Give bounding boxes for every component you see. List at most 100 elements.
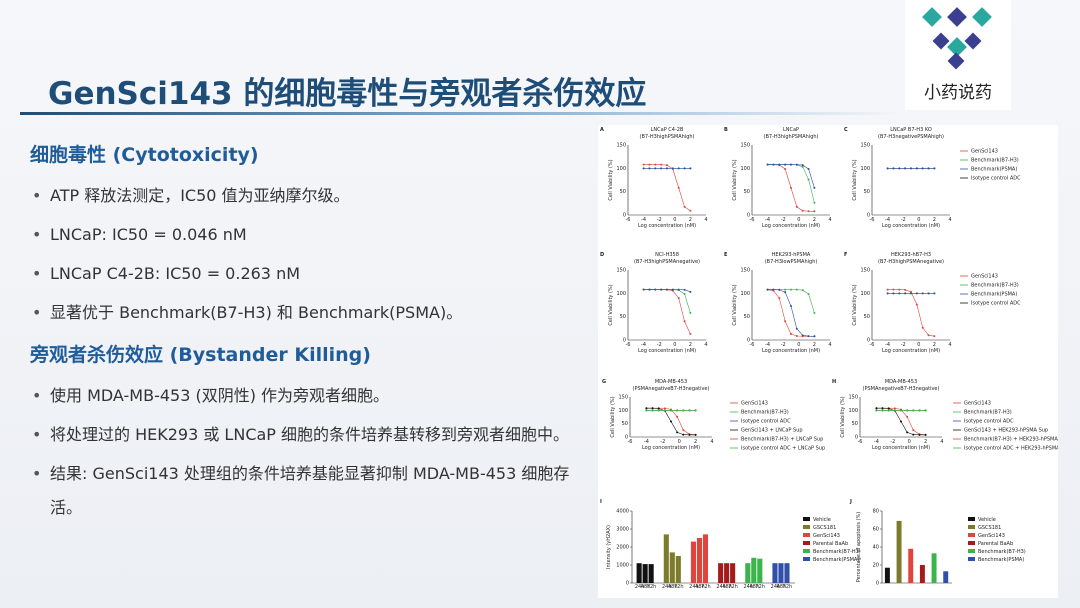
y-tick-label: 50 (744, 189, 750, 195)
x-tick-label: 24h (743, 584, 753, 590)
curve-point (689, 167, 692, 170)
panel-title: NCI-H358 (655, 252, 679, 258)
y-tick-label: 100 (740, 166, 750, 172)
x-tick-label: -6 (858, 439, 863, 445)
panel-label: C (844, 127, 848, 133)
x-tick-label: -6 (870, 342, 875, 348)
bar (757, 558, 763, 583)
panel-label: E (724, 252, 728, 258)
x-tick-label: 24h (635, 584, 645, 590)
legend-swatch (968, 517, 975, 521)
x-tick-label: 0 (797, 217, 800, 223)
x-tick-label: 72h (728, 584, 738, 590)
legend-label: Benchmark(B7-H3) + HEK293-hPSMA Sup (964, 437, 1058, 443)
x-tick-label: 72h (674, 584, 684, 590)
x-tick-label: 48h (749, 584, 759, 590)
legend-label: GenSci143 (964, 401, 991, 407)
x-tick-label: -4 (885, 342, 890, 348)
legend-label: Benchmark(B7-H3) (971, 283, 1019, 289)
y-axis-label: Cell Viability (%) (840, 396, 846, 437)
legend-label: GenSci143 (978, 533, 1005, 539)
x-tick-label: 0 (917, 217, 920, 223)
y-tick-label: 150 (740, 268, 750, 274)
legend-label: Isotype control ADC + HEK293-hPSMA Sup (964, 446, 1058, 452)
x-tick-label: 48h (722, 584, 732, 590)
panel-label: H (832, 379, 836, 385)
bullet: 显著优于 Benchmark(B7-H3) 和 Benchmark(PSMA)。 (32, 296, 575, 330)
bullet: 将处理过的 HEK293 或 LNCaP 细胞的条件培养基转移到旁观者细胞中。 (32, 418, 575, 452)
bar (908, 548, 914, 583)
y-tick-label: 0 (747, 213, 750, 219)
bar (931, 553, 937, 583)
bar (718, 563, 724, 583)
legend-label: GenSci143 + HEK293-hPSMA Sup (964, 428, 1048, 434)
y-tick-label: 0 (867, 213, 870, 219)
curve (767, 289, 815, 337)
x-tick-label: 4 (948, 217, 951, 223)
curve-point (766, 163, 769, 166)
section-heading: 旁观者杀伤效应 (Bystander Killing) (30, 344, 371, 366)
y-axis-label: Cell Viability (%) (608, 284, 614, 325)
y-tick-label: 40 (873, 545, 879, 551)
y-axis-label: Cell Viability (%) (610, 396, 616, 437)
panel-title: LNCaP B7-H3 KO (890, 127, 932, 133)
curve (643, 164, 691, 212)
y-axis-label: Cell Viability (%) (852, 284, 858, 325)
panel-title: MDA-MB-453 (655, 379, 687, 385)
y-tick-label: 100 (860, 291, 870, 297)
x-tick-label: 72h (755, 584, 765, 590)
y-tick-label: 2000 (616, 545, 629, 551)
x-axis-label: Log concentration (nM) (872, 445, 930, 451)
legend-swatch (803, 557, 810, 561)
x-tick-label: -2 (660, 439, 665, 445)
x-tick-label: -4 (765, 217, 770, 223)
x-tick-label: 72h (783, 584, 793, 590)
y-tick-label: 100 (740, 291, 750, 297)
y-tick-label: 150 (860, 268, 870, 274)
bar (896, 520, 902, 583)
y-axis-label: Percentage of apoptosis (%) (856, 512, 862, 583)
y-tick-label: 150 (616, 143, 626, 149)
bullet: 结果: GenSci143 处理组的条件培养基能显著抑制 MDA-MB-453 … (32, 457, 575, 525)
x-tick-label: -4 (641, 217, 646, 223)
panel-subtitle: (B7-H3highPSMAnegative) (634, 259, 700, 265)
x-tick-label: 24h (771, 584, 781, 590)
y-tick-label: 50 (864, 314, 870, 320)
x-axis-label: Log concentration (nM) (882, 348, 940, 354)
curve-point (813, 186, 816, 189)
legend-label: Benchmark(PSMA) (813, 557, 859, 563)
bar (778, 563, 784, 583)
x-tick-label: -2 (657, 342, 662, 348)
panel-label: J (849, 499, 852, 505)
curve-point (689, 290, 692, 293)
x-tick-label: 2 (813, 217, 816, 223)
x-axis-label: Log concentration (nM) (762, 348, 820, 354)
legend-swatch (803, 525, 810, 529)
curve (876, 407, 926, 436)
curve-point (642, 288, 645, 291)
x-tick-label: -2 (781, 342, 786, 348)
y-tick-label: 0 (876, 581, 879, 587)
panel-title: HEK293-hB7-H3 (891, 252, 931, 258)
logo: 小药说药 (905, 0, 1011, 110)
x-tick-label: 2 (924, 439, 927, 445)
slide-title: GenSci143 的细胞毒性与旁观者杀伤效应 (48, 76, 647, 112)
y-tick-label: 50 (620, 314, 626, 320)
curve (646, 407, 696, 436)
bar (772, 563, 778, 583)
bar (943, 571, 949, 583)
legend-swatch (803, 533, 810, 537)
x-tick-label: 48h (695, 584, 705, 590)
legend-label: Benchmark(PSMA) (971, 292, 1017, 298)
legend-swatch (968, 557, 975, 561)
panel-subtitle: (B7-H3negativePSMAhigh) (878, 134, 944, 140)
legend-label: GenSci143 (971, 149, 998, 155)
curve (887, 289, 935, 337)
x-tick-label: 4 (710, 439, 713, 445)
y-tick-label: 50 (744, 314, 750, 320)
legend-label: Vehicle (978, 517, 996, 523)
legend-swatch (968, 549, 975, 553)
bullet-list: ATP 释放法测定，IC50 值为亚纳摩尔级。 LNCaP: IC50 = 0.0… (30, 179, 575, 330)
text-body: 细胞毒性 (Cytotoxicity) ATP 释放法测定，IC50 值为亚纳摩尔… (30, 140, 575, 535)
title-rule (20, 112, 900, 115)
